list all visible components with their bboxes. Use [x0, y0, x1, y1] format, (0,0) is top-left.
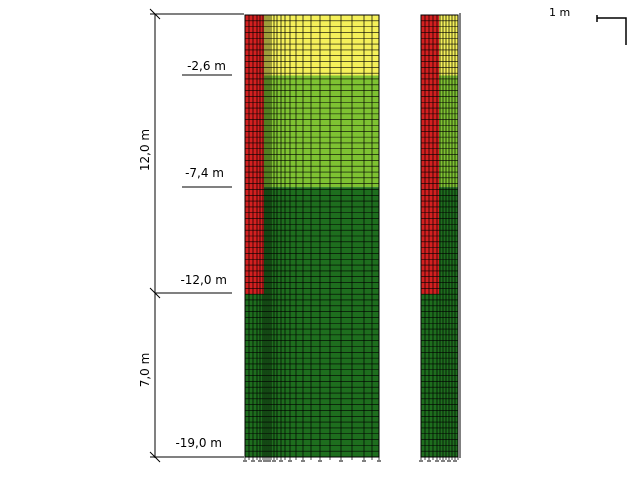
scale-bar: [597, 17, 627, 45]
dimension-lines: [149, 8, 244, 463]
level-label-3: -12,0 m: [180, 273, 227, 287]
level-label-4: -19,0 m: [175, 436, 222, 450]
lower-dimension-label: 7,0 m: [138, 353, 152, 388]
side-outline: [420, 14, 459, 458]
dimension-tick-top: [149, 8, 161, 20]
side-mesh-panel: [419, 13, 461, 462]
level-label-1: -2,6 m: [187, 59, 226, 73]
level-label-2: -7,4 m: [185, 166, 224, 180]
main-outline: [244, 14, 380, 458]
scale-label: 1 m: [549, 6, 570, 19]
main-mesh-panel: [243, 14, 381, 462]
upper-dimension-label: 12,0 m: [138, 129, 152, 171]
